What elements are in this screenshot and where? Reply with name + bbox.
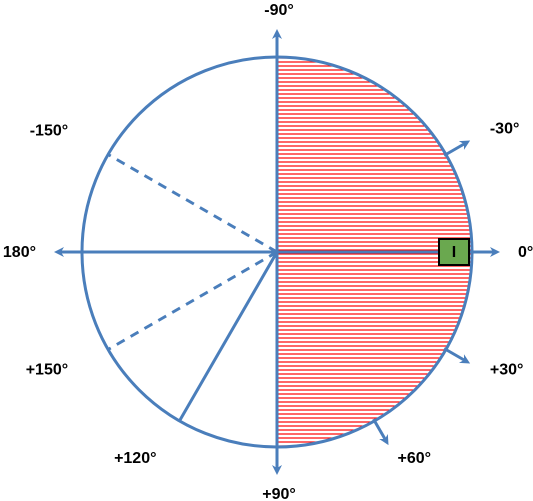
label-60: +60° <box>398 450 432 467</box>
label-120: +120° <box>114 450 156 467</box>
label--90: -90° <box>264 2 294 19</box>
label-0: 0° <box>518 244 533 261</box>
label-180: 180° <box>3 244 36 261</box>
label-90: +90° <box>262 486 296 501</box>
ray-120 <box>180 252 278 421</box>
tick-60 <box>374 419 386 440</box>
ray--150 <box>108 155 277 253</box>
tick-30 <box>444 349 465 361</box>
indicator-box: I <box>439 239 469 265</box>
label--150: -150° <box>30 123 68 140</box>
label-30: +30° <box>490 362 524 379</box>
rays <box>60 35 494 469</box>
indicator-label: I <box>452 244 456 261</box>
ray-150 <box>108 252 277 350</box>
polar-diagram: -90° -30° 0° +30° +60° +90° +120° +150° 180° -150… <box>0 0 533 501</box>
tick--30 <box>444 144 465 156</box>
label-150: +150° <box>26 362 68 379</box>
label--30: -30° <box>490 121 520 138</box>
